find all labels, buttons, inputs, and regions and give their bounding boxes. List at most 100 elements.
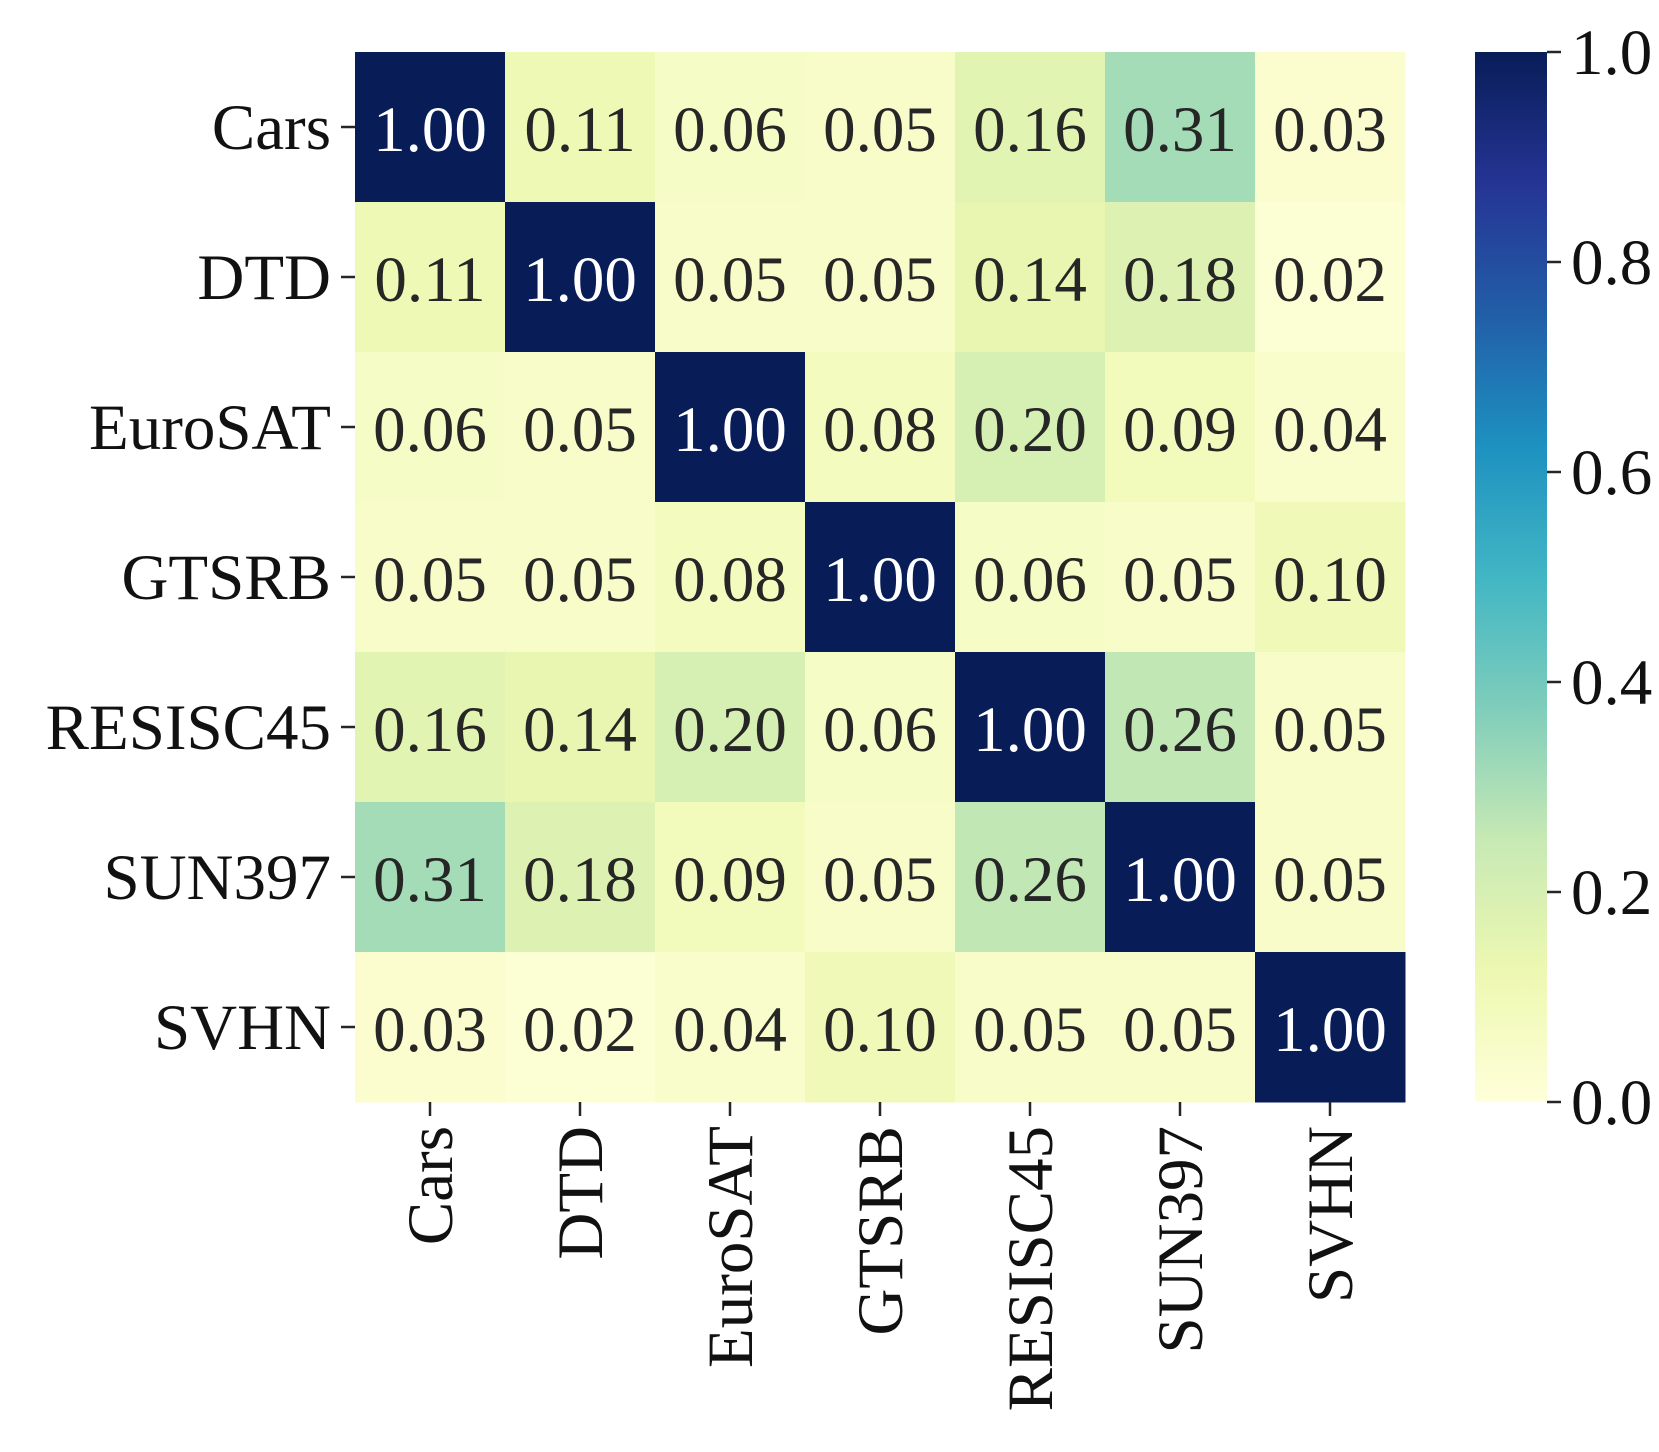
cell-resisc45-svhn [1255,652,1406,803]
cell-value-dtd-sun397: 0.18 [1123,244,1237,316]
cell-value-eurosat-eurosat: 1.00 [673,394,787,466]
colorbar-tick-label: 0.6 [1571,437,1652,509]
cell-gtsrb-resisc45 [955,502,1106,653]
cell-value-sun397-eurosat: 0.09 [673,844,787,916]
cell-dtd-sun397 [1105,202,1256,353]
cell-value-gtsrb-gtsrb: 1.00 [823,544,937,616]
y-tick-label-svhn: SVHN [154,992,331,1064]
cell-value-gtsrb-dtd: 0.05 [523,544,637,616]
cell-value-resisc45-gtsrb: 0.06 [823,694,937,766]
cell-cars-svhn [1255,52,1406,203]
cell-value-svhn-gtsrb: 0.10 [823,994,937,1066]
cell-value-dtd-resisc45: 0.14 [973,244,1087,316]
cell-value-svhn-sun397: 0.05 [1123,994,1237,1066]
cell-value-resisc45-svhn: 0.05 [1273,694,1387,766]
cell-eurosat-eurosat [655,352,806,503]
cell-value-eurosat-gtsrb: 0.08 [823,394,937,466]
y-tick-label-cars: Cars [212,92,331,164]
cell-resisc45-cars [355,652,506,803]
cell-resisc45-dtd [505,652,656,803]
cell-value-resisc45-resisc45: 1.00 [973,694,1087,766]
cell-sun397-cars [355,802,506,953]
colorbar-tick-label: 0.8 [1571,227,1652,299]
cell-cars-eurosat [655,52,806,203]
cell-cars-dtd [505,52,656,203]
colorbar-tick-label: 0.2 [1571,857,1652,929]
cell-gtsrb-sun397 [1105,502,1256,653]
colorbar-gradient [1475,52,1547,1102]
cell-value-resisc45-sun397: 0.26 [1123,694,1237,766]
cell-eurosat-sun397 [1105,352,1256,503]
cell-value-dtd-gtsrb: 0.05 [823,244,937,316]
cell-gtsrb-eurosat [655,502,806,653]
x-tick-label-dtd: DTD [545,1126,617,1260]
cell-svhn-sun397 [1105,952,1256,1103]
cell-value-sun397-gtsrb: 0.05 [823,844,937,916]
cell-value-sun397-svhn: 0.05 [1273,844,1387,916]
cell-value-cars-svhn: 0.03 [1273,94,1387,166]
colorbar-tick-label: 0.0 [1571,1067,1652,1139]
cell-dtd-dtd [505,202,656,353]
x-tick-label-sun397: SUN397 [1145,1126,1217,1354]
colorbar: 0.0 0.2 0.4 0.6 0.8 1.0 [1475,17,1652,1139]
cell-value-gtsrb-cars: 0.05 [373,544,487,616]
cell-resisc45-sun397 [1105,652,1256,803]
cell-value-cars-sun397: 0.31 [1123,94,1237,166]
cell-svhn-eurosat [655,952,806,1103]
x-tick-label-svhn: SVHN [1295,1126,1367,1303]
cell-dtd-svhn [1255,202,1406,353]
cell-dtd-eurosat [655,202,806,353]
cell-value-svhn-cars: 0.03 [373,994,487,1066]
x-tick-label-gtsrb: GTSRB [845,1126,917,1336]
cell-gtsrb-gtsrb [805,502,956,653]
cell-dtd-cars [355,202,506,353]
y-axis: Cars DTD EuroSAT GTSRB RESISC45 SUN397 SVHN [46,92,355,1064]
cell-value-dtd-svhn: 0.02 [1273,244,1387,316]
cell-value-sun397-resisc45: 0.26 [973,844,1087,916]
cell-sun397-resisc45 [955,802,1106,953]
cell-gtsrb-svhn [1255,502,1406,653]
cell-cars-resisc45 [955,52,1106,203]
cell-value-eurosat-sun397: 0.09 [1123,394,1237,466]
cell-value-gtsrb-resisc45: 0.06 [973,544,1087,616]
x-tick-label-eurosat: EuroSAT [695,1126,767,1368]
cell-svhn-svhn [1255,952,1406,1103]
cell-eurosat-svhn [1255,352,1406,503]
cell-sun397-sun397 [1105,802,1256,953]
cell-value-eurosat-cars: 0.06 [373,394,487,466]
x-tick-label-cars: Cars [395,1126,467,1245]
cell-value-cars-gtsrb: 0.05 [823,94,937,166]
cell-eurosat-resisc45 [955,352,1106,503]
cell-value-dtd-eurosat: 0.05 [673,244,787,316]
y-tick-label-gtsrb: GTSRB [121,542,331,614]
cell-cars-sun397 [1105,52,1256,203]
cell-sun397-eurosat [655,802,806,953]
cell-value-sun397-dtd: 0.18 [523,844,637,916]
cell-value-dtd-cars: 0.11 [374,244,485,316]
cell-value-resisc45-cars: 0.16 [373,694,487,766]
cell-value-sun397-sun397: 1.00 [1123,844,1237,916]
cell-gtsrb-dtd [505,502,656,653]
colorbar-tick-label: 0.4 [1571,647,1652,719]
cell-value-eurosat-resisc45: 0.20 [973,394,1087,466]
cell-value-cars-resisc45: 0.16 [973,94,1087,166]
cell-value-svhn-dtd: 0.02 [523,994,637,1066]
cell-dtd-gtsrb [805,202,956,353]
y-tick-label-sun397: SUN397 [103,842,331,914]
cell-value-sun397-cars: 0.31 [373,844,487,916]
cell-sun397-dtd [505,802,656,953]
cell-value-dtd-dtd: 1.00 [523,244,637,316]
cell-sun397-svhn [1255,802,1406,953]
colorbar-tick-label: 1.0 [1571,17,1652,89]
cell-sun397-gtsrb [805,802,956,953]
cell-eurosat-dtd [505,352,656,503]
cell-resisc45-eurosat [655,652,806,803]
cell-resisc45-resisc45 [955,652,1106,803]
x-tick-label-resisc45: RESISC45 [995,1126,1067,1411]
cell-svhn-cars [355,952,506,1103]
cell-value-gtsrb-svhn: 0.10 [1273,544,1387,616]
cell-value-cars-eurosat: 0.06 [673,94,787,166]
cell-value-svhn-resisc45: 0.05 [973,994,1087,1066]
